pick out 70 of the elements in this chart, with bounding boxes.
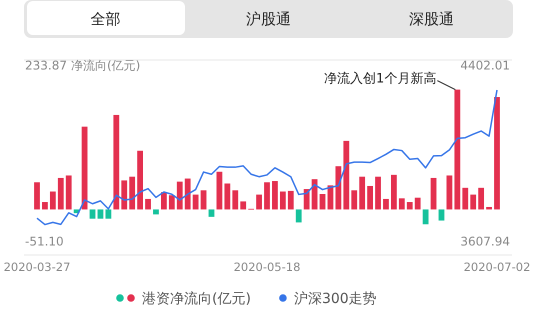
bar bbox=[320, 194, 326, 210]
bar bbox=[216, 172, 222, 210]
y-tick-label: 233.87 bbox=[25, 58, 67, 72]
bar bbox=[232, 190, 238, 210]
bar bbox=[168, 195, 175, 210]
bar bbox=[438, 209, 444, 221]
bar bbox=[494, 97, 500, 210]
bar bbox=[82, 126, 88, 210]
line-series bbox=[36, 89, 498, 226]
bar bbox=[446, 175, 452, 210]
bar bbox=[34, 182, 40, 210]
bar bbox=[184, 178, 191, 210]
annotation: 净流入创1个月新高 bbox=[324, 70, 436, 87]
x-tick-label: 2020-03-27 bbox=[4, 260, 70, 274]
bar bbox=[58, 178, 64, 210]
bar bbox=[351, 190, 358, 210]
bar bbox=[66, 175, 72, 210]
bar bbox=[390, 174, 397, 210]
bar bbox=[98, 209, 104, 219]
x-tick-label: 2020-05-18 bbox=[234, 260, 300, 274]
text: 全部 bbox=[90, 10, 120, 28]
bar bbox=[343, 140, 350, 210]
y2-tick-label: 4402.01 bbox=[460, 58, 510, 72]
bar bbox=[335, 166, 342, 210]
bar bbox=[430, 178, 436, 210]
bar bbox=[398, 198, 405, 210]
bar bbox=[105, 209, 112, 219]
bar bbox=[90, 209, 96, 219]
bar bbox=[129, 176, 136, 210]
bar bbox=[137, 150, 143, 210]
bar bbox=[478, 188, 484, 210]
bar bbox=[153, 209, 159, 214]
bar bbox=[264, 182, 270, 210]
bar bbox=[470, 194, 476, 210]
bar bbox=[192, 194, 199, 210]
bar bbox=[304, 189, 310, 210]
bar bbox=[406, 202, 413, 210]
bar bbox=[422, 209, 429, 224]
bar bbox=[200, 190, 206, 210]
bar bbox=[42, 202, 48, 210]
bar bbox=[296, 209, 302, 222]
y-axis-title: 净流向(亿元) bbox=[71, 58, 140, 72]
legend-label: 沪深300走势 bbox=[294, 291, 377, 307]
text: 深股通 bbox=[409, 10, 454, 28]
bar bbox=[50, 192, 56, 210]
bar bbox=[113, 114, 120, 210]
bar bbox=[454, 90, 460, 210]
bar bbox=[312, 179, 318, 210]
bar bbox=[280, 192, 286, 210]
bar bbox=[160, 192, 167, 210]
bar bbox=[145, 198, 151, 210]
bar bbox=[288, 190, 294, 210]
bar bbox=[486, 206, 492, 210]
bar bbox=[224, 184, 230, 210]
bar bbox=[328, 185, 334, 210]
bar bbox=[256, 194, 262, 210]
bar bbox=[367, 186, 373, 210]
text: 沪股通 bbox=[246, 10, 291, 28]
y-tick-label: -51.10 bbox=[25, 234, 64, 248]
bar bbox=[359, 176, 366, 210]
legend-label: 港资净流向(亿元) bbox=[142, 291, 251, 307]
x-tick-label: 2020-07-02 bbox=[464, 260, 530, 274]
bar bbox=[240, 201, 246, 210]
y2-tick-label: 3607.94 bbox=[460, 234, 510, 248]
bar bbox=[462, 188, 468, 210]
bar bbox=[375, 176, 381, 210]
bar bbox=[383, 198, 389, 210]
bar bbox=[272, 181, 278, 210]
bar bbox=[208, 209, 214, 217]
bar bbox=[414, 198, 421, 210]
